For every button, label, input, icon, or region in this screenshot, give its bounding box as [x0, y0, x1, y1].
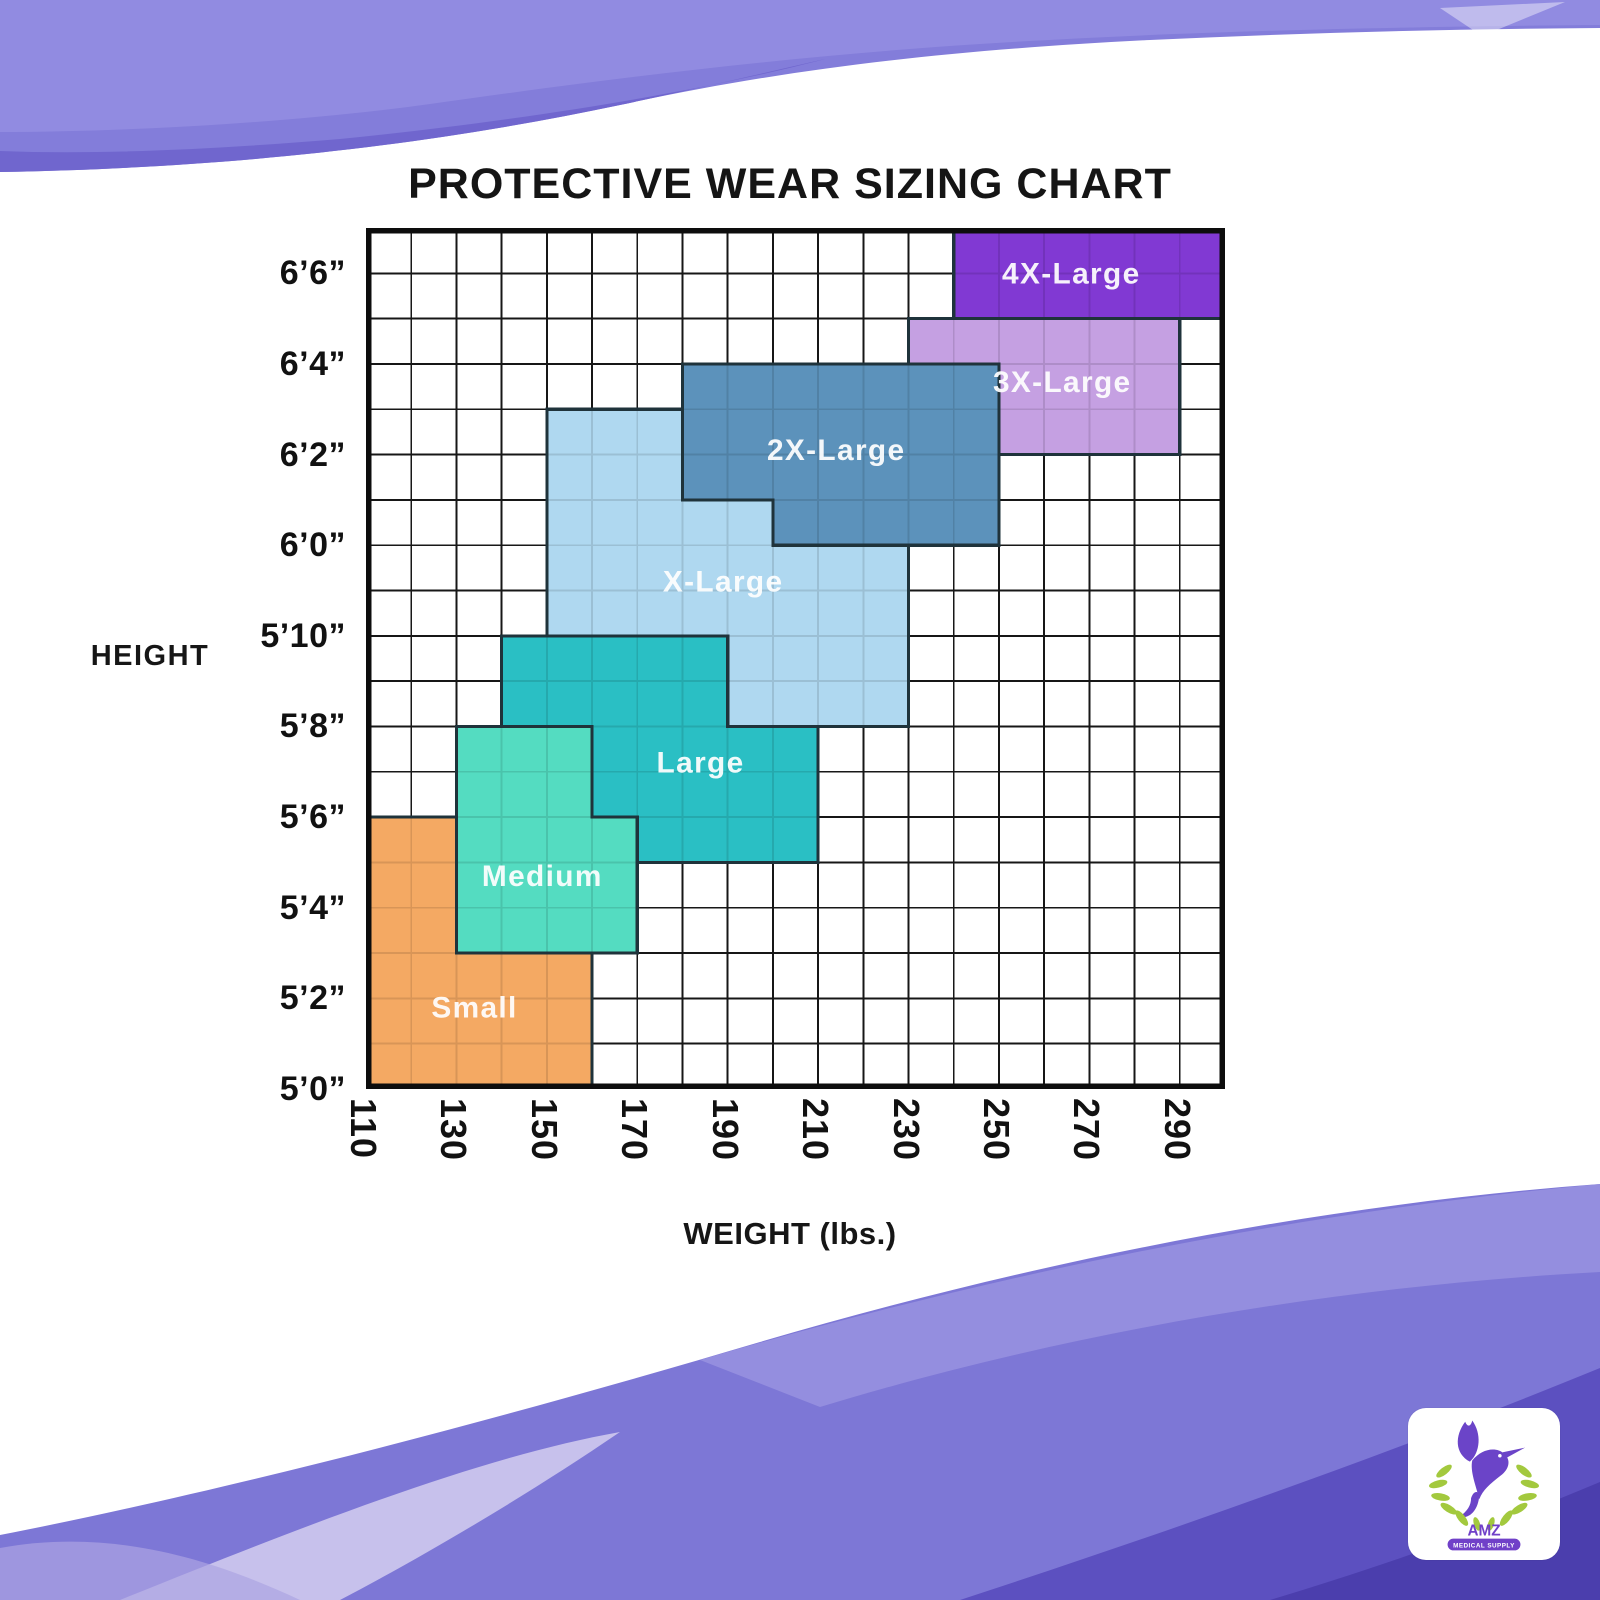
region-outline-2x-large [680, 362, 1001, 547]
bottom-corner-swoosh-decoration [0, 1184, 1600, 1600]
x-tick-3: 170 [614, 1098, 656, 1162]
region-outline-3x-large [906, 317, 1182, 457]
region-2x-large [682, 363, 999, 546]
x-tick-9: 290 [1156, 1098, 1198, 1162]
region-label-large: Large [657, 747, 745, 780]
region-large [501, 635, 819, 863]
y-tick-4: 5’10” [260, 616, 346, 655]
region-medium [456, 726, 638, 954]
x-tick-4: 190 [704, 1098, 746, 1162]
region-label-2x-large: 2X-Large [767, 434, 905, 467]
y-axis-title: HEIGHT [90, 640, 210, 672]
laurel-leaves [1428, 1464, 1540, 1531]
x-tick-5: 210 [795, 1098, 837, 1162]
region-x-large [546, 409, 909, 727]
bird-body [1471, 1449, 1509, 1500]
region-label-3x-large: 3X-Large [993, 366, 1131, 399]
region-outline-4x-large [952, 228, 1225, 321]
x-tick-0: 110 [343, 1098, 384, 1160]
swoosh-shape [0, 59, 825, 172]
x-tick-7: 250 [975, 1098, 1017, 1162]
y-tick-8: 5’2” [279, 979, 346, 1018]
y-tick-2: 6’2” [279, 435, 346, 474]
x-tick-6: 230 [885, 1098, 927, 1162]
top-corner-swoosh-decoration [0, 0, 1600, 172]
region-label-x-large: X-Large [663, 565, 784, 598]
chart-border [366, 228, 1225, 1089]
y-tick-3: 6’0” [279, 526, 346, 565]
region-label-medium: Medium [482, 860, 603, 893]
brand-tagline-pill [1447, 1538, 1521, 1551]
y-tick-6: 5’6” [279, 798, 346, 837]
x-tick-2: 150 [523, 1098, 565, 1162]
y-tick-9: 5’0” [279, 1070, 346, 1108]
swoosh-shape [0, 0, 1600, 132]
region-label-4x-large: 4X-Large [1002, 257, 1140, 290]
bird-tail [1459, 1491, 1480, 1518]
y-tick-1: 6’4” [279, 344, 346, 383]
page-title: PROTECTIVE WEAR SIZING CHART [408, 160, 1172, 208]
brand-logo-card: AMZ MEDICAL SUPPLY [1408, 1408, 1560, 1560]
sizing-chart: Small Medium Large X-Large 2X-Large 3X-Large 4… [366, 228, 1225, 1089]
region-label-small: Small [431, 991, 517, 1024]
hummingbird-logo-icon: AMZ MEDICAL SUPPLY [1428, 1420, 1540, 1551]
y-tick-5: 5’8” [279, 707, 346, 746]
y-tick-0: 6’6” [279, 254, 346, 293]
bird-wing [1457, 1420, 1479, 1462]
bird-eye [1498, 1454, 1502, 1458]
brand-tagline: MEDICAL SUPPLY [1453, 1542, 1515, 1549]
x-tick-8: 270 [1066, 1098, 1108, 1162]
brand-name: AMZ [1467, 1523, 1500, 1540]
swoosh-shape [1440, 2, 1565, 36]
x-tick-1: 130 [433, 1098, 475, 1162]
swoosh-shape [0, 1541, 300, 1600]
x-axis-title: WEIGHT (lbs.) [683, 1216, 897, 1251]
region-3x-large [908, 318, 1180, 455]
sizing-chart-plot-area: Small Medium Large X-Large 2X-Large 3X-Large 4… [366, 228, 1225, 1089]
swoosh-shape [0, 0, 1600, 172]
y-tick-7: 5’4” [279, 888, 346, 927]
region-4x-large [953, 228, 1225, 319]
swoosh-shape [120, 1432, 620, 1600]
